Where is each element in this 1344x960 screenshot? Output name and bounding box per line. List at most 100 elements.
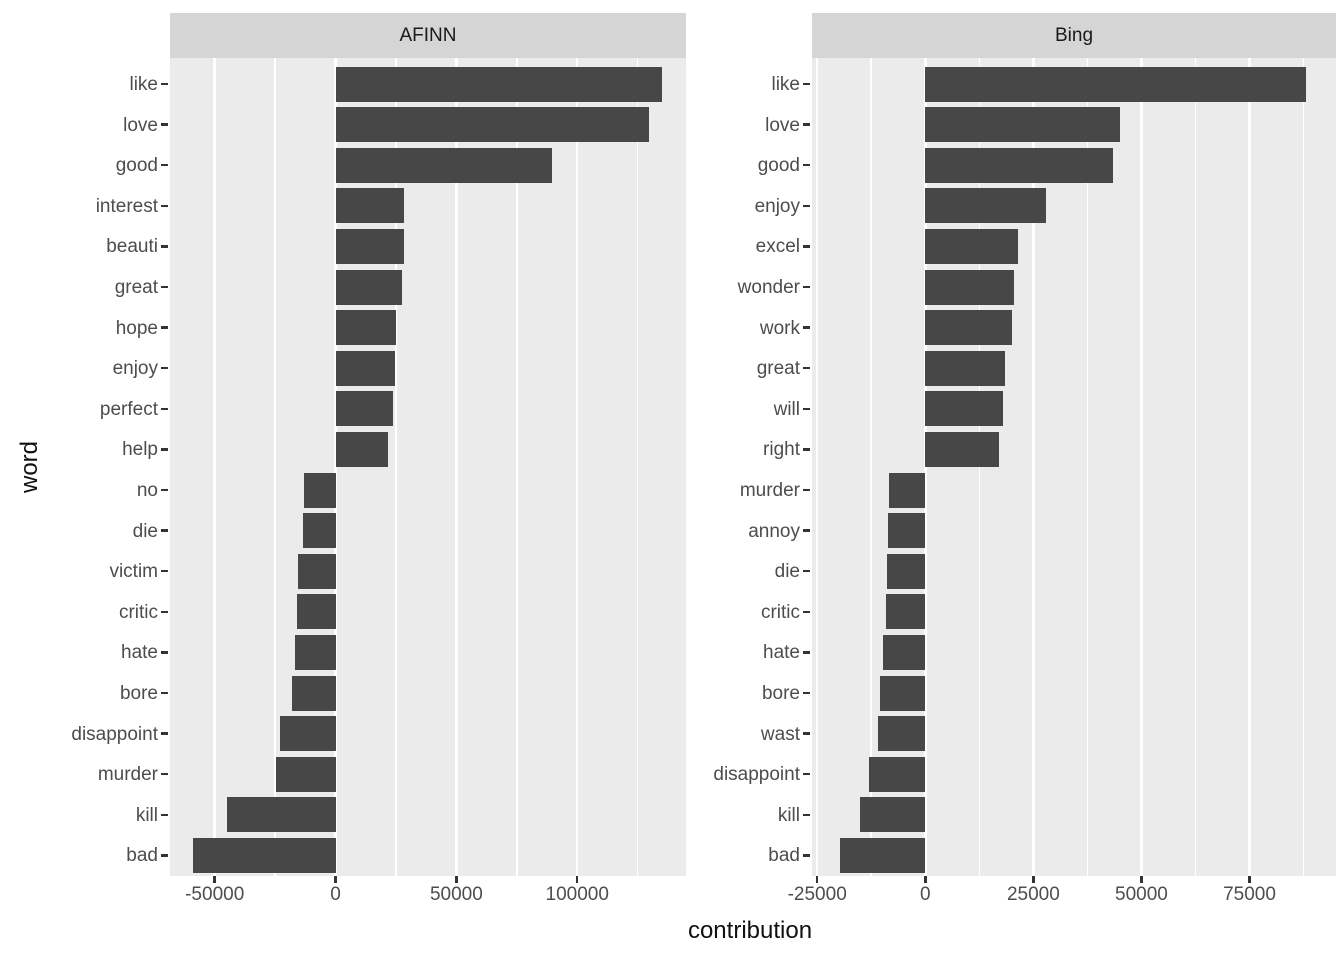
y-tick: [161, 732, 168, 735]
y-tick-label: no: [136, 480, 158, 501]
x-tick-label: -25000: [787, 884, 847, 905]
facet-strip-label: Bing: [1054, 24, 1094, 46]
x-tick: [815, 876, 819, 883]
bar-critic: [297, 594, 336, 630]
bar-will: [925, 391, 1004, 427]
x-axis-title: contribution: [687, 917, 813, 944]
bar-interest: [335, 188, 405, 224]
gridline-major: [1032, 58, 1035, 876]
y-tick: [803, 488, 810, 492]
gridline-minor: [1194, 58, 1197, 876]
y-tick-label: work: [759, 317, 800, 339]
y-tick: [161, 366, 168, 370]
bar-enjoy: [925, 188, 1047, 224]
bar-hope: [335, 310, 397, 346]
y-tick-label: disappoint: [713, 764, 800, 786]
bar-great: [335, 269, 403, 305]
y-tick-label: kill: [777, 804, 800, 826]
y-tick-label: bore: [761, 683, 800, 704]
facet-strip: Bing: [812, 13, 1336, 58]
bar-kill: [860, 797, 926, 833]
x-tick-label: 0: [330, 884, 341, 905]
y-tick: [161, 82, 168, 86]
y-tick-label: enjoy: [754, 195, 800, 217]
bar-murder: [888, 472, 926, 508]
bar-great: [925, 350, 1006, 386]
y-tick-label: critic: [118, 601, 158, 623]
bar-love: [925, 107, 1120, 143]
gridline-major: [455, 58, 458, 876]
gridline-major: [334, 58, 337, 876]
bar-wast: [877, 716, 926, 752]
y-tick-label: disappoint: [71, 723, 158, 745]
y-tick-label: critic: [760, 601, 800, 623]
x-tick-label: -50000: [185, 884, 245, 905]
y-tick: [161, 691, 168, 695]
y-tick-label: good: [757, 155, 800, 177]
gridline-minor: [1086, 58, 1089, 876]
gridline-minor: [395, 58, 397, 876]
bar-disappoint: [869, 756, 926, 792]
gridline-major: [213, 58, 216, 876]
gridline-major: [575, 58, 579, 876]
bar-work: [925, 310, 1012, 346]
bar-good: [925, 147, 1114, 183]
y-tick-label: love: [123, 114, 158, 136]
bar-bad: [839, 837, 926, 873]
y-tick-label: hope: [115, 317, 158, 339]
y-tick: [803, 204, 810, 208]
y-tick-label: great: [756, 358, 800, 380]
y-tick: [161, 204, 168, 208]
y-tick: [161, 610, 168, 614]
y-tick-label: good: [115, 155, 158, 177]
y-tick: [803, 366, 810, 370]
bar-bad: [192, 837, 336, 873]
y-tick: [161, 123, 168, 126]
y-tick-label: excel: [755, 236, 800, 258]
y-tick-label: love: [765, 114, 800, 136]
y-tick: [803, 854, 810, 857]
y-tick: [161, 772, 168, 776]
y-tick: [803, 448, 810, 451]
bar-kill: [226, 797, 336, 833]
y-tick-label: murder: [97, 764, 158, 786]
bar-like: [925, 66, 1306, 102]
y-tick: [803, 651, 810, 654]
y-tick-label: wast: [760, 723, 800, 745]
y-tick: [803, 163, 810, 167]
y-tick: [803, 245, 810, 248]
bar-bore: [292, 675, 336, 711]
gridline-minor: [516, 58, 518, 876]
x-tick-label: 50000: [1115, 884, 1168, 905]
bar-like: [335, 66, 662, 102]
y-tick: [161, 813, 168, 817]
bar-annoy: [887, 513, 926, 549]
y-tick: [803, 407, 810, 411]
y-tick-label: hate: [763, 642, 800, 664]
y-tick: [803, 326, 810, 329]
y-tick-label: like: [129, 74, 158, 95]
x-tick: [455, 876, 458, 883]
y-tick-label: perfect: [99, 398, 158, 420]
y-tick-label: enjoy: [112, 358, 158, 380]
y-tick-label: right: [763, 439, 800, 461]
x-tick-label: 75000: [1223, 884, 1276, 905]
bar-hate: [295, 634, 336, 670]
gridline-minor: [636, 58, 639, 876]
y-tick-label: die: [132, 520, 158, 542]
y-tick: [803, 123, 810, 126]
y-tick: [803, 732, 810, 735]
x-tick: [924, 876, 927, 883]
y-tick-label: beauti: [106, 236, 158, 258]
y-tick: [161, 854, 168, 857]
x-tick: [1140, 876, 1143, 883]
y-tick-label: will: [773, 398, 800, 420]
bar-wonder: [925, 269, 1014, 305]
y-tick: [803, 813, 810, 817]
x-tick: [334, 876, 337, 883]
bar-die: [303, 513, 336, 549]
bar-right: [925, 431, 999, 467]
gridline-major: [815, 58, 819, 876]
y-tick: [803, 610, 810, 614]
